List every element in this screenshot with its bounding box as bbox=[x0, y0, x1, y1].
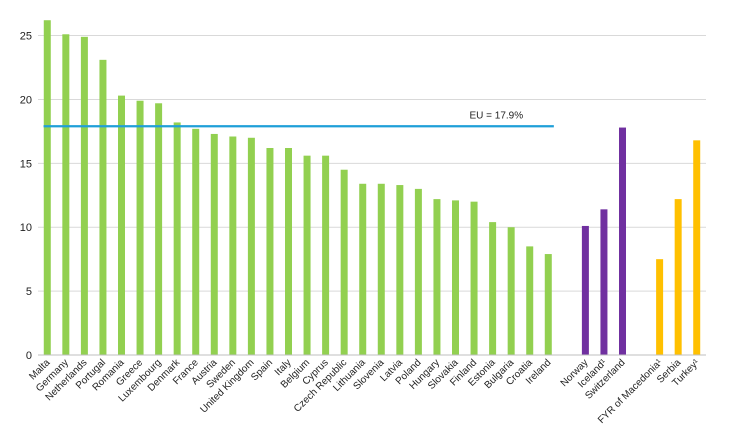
bar-czech-republic bbox=[340, 169, 348, 355]
bar-turkey bbox=[693, 140, 701, 355]
x-axis-labels: MaltaGermanyNetherlandsPortugalRomaniaGr… bbox=[27, 357, 702, 426]
bar-spain bbox=[266, 148, 274, 355]
bar-lithuania bbox=[359, 183, 367, 355]
y-tick-label: 0 bbox=[26, 350, 32, 362]
bar-romania bbox=[118, 95, 125, 355]
y-tick-label: 20 bbox=[20, 94, 32, 106]
bar-hungary bbox=[433, 199, 441, 355]
bar-luxembourg bbox=[155, 103, 163, 356]
bar-latvia bbox=[396, 185, 404, 355]
y-axis-ticks: 0 5 10 15 20 25 bbox=[20, 31, 32, 362]
bar-switzerland bbox=[619, 127, 626, 355]
grid-lines bbox=[38, 35, 706, 292]
bar-greece bbox=[136, 100, 144, 355]
bars bbox=[43, 20, 701, 356]
bar-france bbox=[192, 128, 200, 355]
bar-malta bbox=[43, 20, 51, 355]
bar-iceland bbox=[600, 209, 608, 355]
x-tick-label: Spain bbox=[249, 357, 275, 383]
bar-belgium bbox=[303, 155, 311, 355]
bar-croatia bbox=[526, 246, 534, 355]
bar-sweden bbox=[229, 136, 237, 355]
bar-ireland bbox=[544, 254, 552, 355]
bar-bulgaria bbox=[507, 227, 515, 355]
bar-norway bbox=[581, 225, 589, 355]
bar-cyprus bbox=[322, 155, 330, 355]
bar-denmark bbox=[173, 122, 181, 355]
bar-portugal bbox=[99, 59, 107, 355]
bar-finland bbox=[470, 201, 478, 355]
bar-italy bbox=[285, 148, 292, 355]
bar-germany bbox=[62, 34, 70, 356]
eu-average-label: EU = 17.9% bbox=[469, 110, 523, 121]
y-tick-label: 25 bbox=[20, 31, 32, 43]
bar-austria bbox=[210, 133, 218, 355]
bar-slovakia bbox=[452, 200, 459, 355]
y-tick-label: 5 bbox=[26, 286, 32, 298]
bar-slovenia bbox=[377, 183, 385, 355]
bar-estonia bbox=[489, 222, 497, 355]
bar-serbia bbox=[674, 199, 682, 355]
bar-netherlands bbox=[80, 36, 88, 355]
y-tick-label: 15 bbox=[20, 158, 32, 170]
bar-poland bbox=[414, 188, 422, 355]
bar-fyr-of-macedonia bbox=[656, 259, 664, 355]
bar-united-kingdom bbox=[247, 137, 255, 355]
y-tick-label: 10 bbox=[20, 222, 32, 234]
